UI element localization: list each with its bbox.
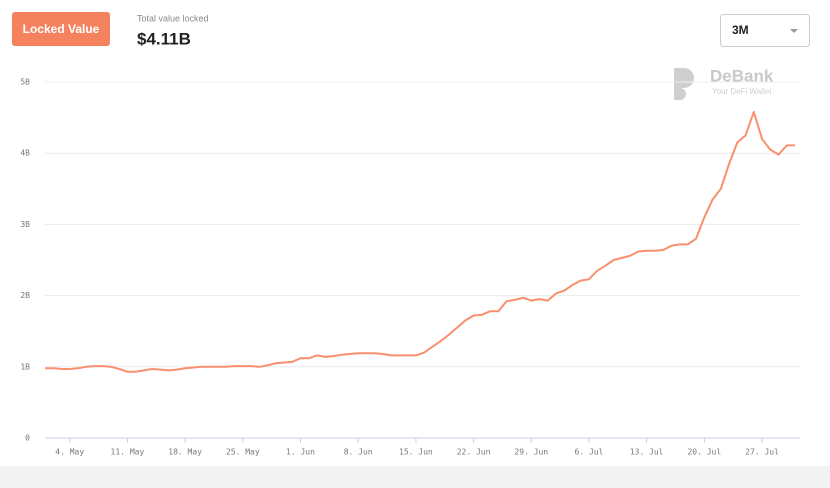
y-tick-label: 4B	[20, 149, 30, 158]
x-tick-label: 27. Jul	[745, 448, 779, 457]
watermark: DeBank Your DeFi Wallet	[674, 66, 774, 100]
x-tick-label: 8. Jun	[344, 448, 373, 457]
range-select[interactable]	[720, 14, 810, 47]
watermark-logo	[674, 68, 694, 100]
dropdown-caret	[790, 29, 798, 33]
x-tick-label: 4. May	[55, 448, 84, 457]
x-tick-label: 1. Jun	[286, 448, 315, 457]
y-tick-label: 0	[25, 434, 30, 443]
tvl-line	[45, 110, 795, 373]
footer-strip	[0, 466, 830, 488]
x-tick-label: 13. Jul	[630, 448, 664, 457]
y-tick-label: 3B	[20, 220, 30, 229]
x-tick-label: 25. May	[226, 448, 260, 457]
locked-value-button[interactable]	[12, 12, 110, 46]
y-tick-label: 1B	[20, 362, 30, 371]
x-tick-label: 20. Jul	[687, 448, 721, 457]
x-tick-label: 22. Jun	[457, 448, 491, 457]
button-label: Locked Value	[23, 22, 100, 36]
x-tick-label: 6. Jul	[575, 448, 604, 457]
watermark-brand: DeBank	[710, 66, 774, 85]
x-tick-label: 29. Jun	[514, 448, 548, 457]
x-tick-label: 15. Jun	[399, 448, 433, 457]
x-tick-label: 11. May	[111, 448, 145, 457]
y-tick-label: 5B	[20, 78, 30, 87]
range-label: 3M	[732, 23, 749, 37]
watermark-tagline: Your DeFi Wallet	[712, 87, 772, 96]
stat-label: Total value locked	[137, 13, 209, 23]
y-tick-label: 2B	[20, 291, 30, 300]
stat-value: $4.11B	[137, 29, 191, 48]
x-tick-label: 18. May	[168, 448, 202, 457]
